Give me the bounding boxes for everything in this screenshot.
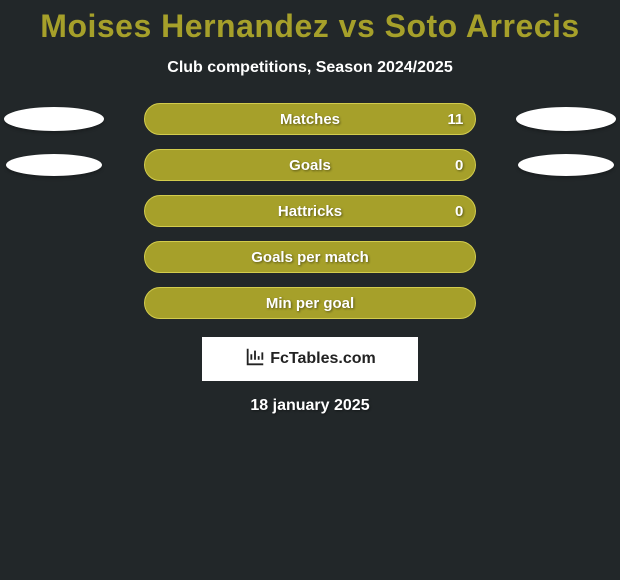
stat-bar: Hattricks 0 xyxy=(144,195,477,227)
stats-rows: Matches 11 Goals 0 Hattricks 0 Goals per match… xyxy=(0,103,620,319)
stat-value: 0 xyxy=(455,157,463,174)
right-ellipse-slot xyxy=(512,241,620,273)
stat-row: Min per goal xyxy=(0,287,620,319)
stat-bar: Min per goal xyxy=(144,287,477,319)
date-text: 18 january 2025 xyxy=(250,397,369,415)
left-ellipse-slot xyxy=(0,195,108,227)
brand-text: FcTables.com xyxy=(270,350,376,368)
stat-label: Min per goal xyxy=(266,295,354,312)
right-ellipse-slot xyxy=(512,149,620,181)
right-value-ellipse xyxy=(516,107,616,131)
right-value-ellipse xyxy=(518,154,614,176)
stat-bar: Goals per match xyxy=(144,241,477,273)
stat-value: 11 xyxy=(448,111,464,128)
stat-bar: Matches 11 xyxy=(144,103,477,135)
stat-row: Goals 0 xyxy=(0,149,620,181)
left-ellipse-slot xyxy=(0,103,108,135)
page-title: Moises Hernandez vs Soto Arrecis xyxy=(40,8,579,45)
left-ellipse-slot xyxy=(0,287,108,319)
left-value-ellipse xyxy=(4,107,104,131)
stat-row: Matches 11 xyxy=(0,103,620,135)
chart-icon xyxy=(244,346,266,373)
stat-row: Goals per match xyxy=(0,241,620,273)
right-ellipse-slot xyxy=(512,287,620,319)
stat-value: 0 xyxy=(455,203,463,220)
stat-row: Hattricks 0 xyxy=(0,195,620,227)
right-ellipse-slot xyxy=(512,103,620,135)
brand-box: FcTables.com xyxy=(202,337,418,381)
subtitle: Club competitions, Season 2024/2025 xyxy=(167,59,452,77)
left-ellipse-slot xyxy=(0,149,108,181)
left-ellipse-slot xyxy=(0,241,108,273)
stat-bar: Goals 0 xyxy=(144,149,477,181)
chart-container: Moises Hernandez vs Soto Arrecis Club co… xyxy=(0,0,620,580)
right-ellipse-slot xyxy=(512,195,620,227)
stat-label: Goals xyxy=(289,157,331,174)
stat-label: Hattricks xyxy=(278,203,342,220)
left-value-ellipse xyxy=(6,154,102,176)
stat-label: Matches xyxy=(280,111,340,128)
stat-label: Goals per match xyxy=(251,249,369,266)
